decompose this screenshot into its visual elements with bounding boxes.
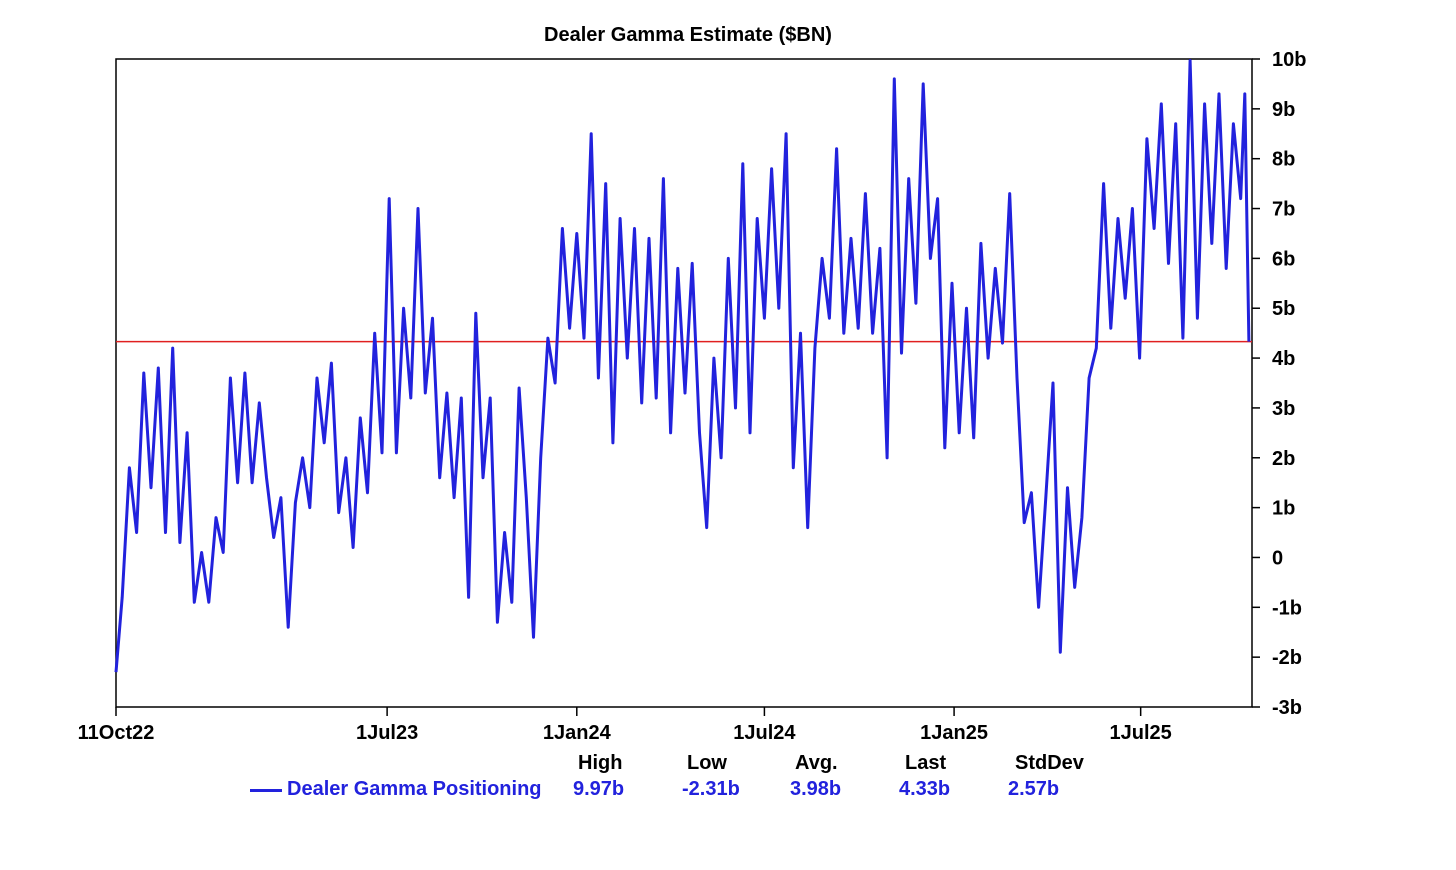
y-tick-label: 2b: [1272, 448, 1295, 470]
x-tick-label: 1Jul24: [733, 722, 796, 744]
y-tick-label: 9b: [1272, 99, 1295, 121]
x-tick-label: 1Jul25: [1110, 722, 1172, 744]
y-tick-label: 6b: [1272, 248, 1295, 270]
y-tick-label: 4b: [1272, 348, 1295, 370]
y-tick-label: -1b: [1272, 597, 1302, 619]
y-tick-label: 5b: [1272, 298, 1295, 320]
chart-title: Dealer Gamma Estimate ($BN): [544, 24, 832, 46]
x-tick-label: 1Jan25: [920, 722, 988, 744]
y-tick-label: 0: [1272, 547, 1283, 569]
y-tick-label: 10b: [1272, 49, 1306, 71]
y-tick-label: 7b: [1272, 199, 1295, 221]
x-tick-label: 1Jan24: [543, 722, 612, 744]
y-tick-label: -2b: [1272, 647, 1302, 669]
y-tick-label: -3b: [1272, 697, 1302, 719]
series-line-dealer-gamma: [114, 59, 1251, 673]
plot-frame: [115, 58, 1253, 708]
y-axis: -3b -2b -1b 0 1b 2b 3b 4b 5b 6b 7b 8b 9b 10b: [1252, 49, 1306, 719]
x-tick-label: 1Jul23: [356, 722, 418, 744]
y-tick-label: 1b: [1272, 498, 1295, 520]
x-axis: 11Oct22 1Jul23 1Jan24 1Jul24 1Jan25 1Jul25: [78, 707, 1172, 744]
y-tick-label: 8b: [1272, 149, 1295, 171]
y-tick-label: 3b: [1272, 398, 1295, 420]
x-tick-label: 11Oct22: [78, 722, 155, 744]
